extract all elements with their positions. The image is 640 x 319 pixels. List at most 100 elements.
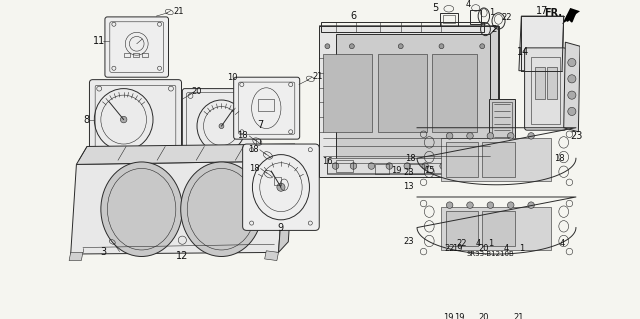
Bar (258, 99, 275, 111)
Text: 4: 4 (476, 239, 481, 248)
Bar (275, 177, 281, 185)
Text: 9: 9 (277, 223, 283, 233)
Text: 20: 20 (192, 86, 202, 96)
Ellipse shape (368, 163, 374, 169)
Text: 6: 6 (351, 11, 356, 21)
Text: 5: 5 (432, 3, 438, 13)
Bar (328, 158, 474, 174)
Polygon shape (278, 144, 295, 252)
Ellipse shape (528, 133, 534, 139)
Polygon shape (562, 8, 580, 24)
Text: 18: 18 (248, 145, 259, 154)
Bar (132, 53, 139, 57)
Bar (409, 164, 424, 174)
Polygon shape (378, 54, 427, 132)
Text: 21: 21 (514, 313, 524, 319)
FancyBboxPatch shape (182, 89, 260, 163)
Polygon shape (76, 144, 295, 164)
Text: 15: 15 (424, 167, 435, 175)
Text: SR33-B1210B: SR33-B1210B (467, 251, 515, 257)
Text: 8: 8 (83, 115, 89, 125)
FancyBboxPatch shape (525, 48, 566, 130)
Polygon shape (70, 161, 285, 254)
Bar (443, 15, 454, 23)
Ellipse shape (277, 183, 285, 191)
Ellipse shape (404, 163, 410, 169)
Text: 23: 23 (404, 168, 414, 177)
Ellipse shape (440, 163, 446, 169)
Text: 23: 23 (571, 131, 583, 141)
Text: 16: 16 (322, 158, 333, 167)
FancyBboxPatch shape (243, 144, 319, 230)
Ellipse shape (332, 163, 339, 169)
Text: 21: 21 (312, 72, 323, 81)
Text: 10: 10 (227, 73, 237, 82)
Bar (335, 160, 353, 172)
Ellipse shape (528, 202, 534, 208)
Text: 3: 3 (100, 248, 106, 257)
Text: 23: 23 (404, 237, 414, 246)
Text: 19: 19 (454, 313, 465, 319)
Text: 18: 18 (249, 164, 259, 173)
Ellipse shape (568, 91, 576, 99)
Text: 11: 11 (93, 35, 106, 46)
Bar (374, 164, 389, 174)
FancyBboxPatch shape (234, 77, 300, 139)
Bar (445, 142, 478, 177)
Bar (489, 99, 515, 148)
Text: 20: 20 (479, 244, 489, 253)
Ellipse shape (446, 133, 453, 139)
Polygon shape (69, 252, 83, 261)
Ellipse shape (508, 202, 514, 208)
Ellipse shape (568, 58, 576, 67)
Text: 18: 18 (237, 131, 248, 140)
Text: 19: 19 (452, 244, 463, 253)
Text: 22: 22 (456, 239, 467, 248)
Ellipse shape (325, 44, 330, 49)
Text: 20: 20 (479, 313, 489, 319)
Polygon shape (432, 54, 477, 132)
Bar (141, 53, 148, 57)
Text: 14: 14 (517, 47, 529, 57)
Text: 22: 22 (501, 13, 512, 22)
Ellipse shape (386, 163, 392, 169)
Bar (535, 67, 545, 99)
Bar (482, 211, 515, 246)
FancyBboxPatch shape (90, 80, 182, 164)
Text: 1: 1 (488, 239, 493, 248)
Text: 18: 18 (405, 154, 416, 163)
Text: 2: 2 (491, 25, 496, 33)
Ellipse shape (422, 163, 428, 169)
Ellipse shape (349, 44, 355, 49)
Ellipse shape (480, 44, 484, 49)
Ellipse shape (568, 108, 576, 115)
Text: 19: 19 (443, 313, 453, 319)
Bar (482, 142, 515, 177)
Bar (445, 211, 478, 246)
FancyBboxPatch shape (105, 17, 168, 77)
Ellipse shape (446, 202, 453, 208)
Polygon shape (564, 42, 580, 132)
Ellipse shape (219, 124, 224, 129)
Text: 13: 13 (404, 182, 414, 191)
Ellipse shape (508, 133, 514, 139)
Text: 19: 19 (392, 167, 402, 175)
Ellipse shape (467, 202, 473, 208)
Text: 21: 21 (174, 7, 184, 16)
Text: 18: 18 (554, 154, 565, 163)
Polygon shape (265, 251, 278, 261)
Polygon shape (490, 26, 499, 177)
Ellipse shape (350, 163, 356, 169)
Bar (440, 13, 458, 26)
Text: 22: 22 (444, 244, 455, 253)
Bar (328, 163, 474, 173)
Text: 1: 1 (518, 244, 524, 253)
Ellipse shape (568, 75, 576, 83)
Text: 7: 7 (257, 120, 264, 130)
Ellipse shape (487, 133, 493, 139)
Text: 1: 1 (490, 8, 495, 17)
Polygon shape (335, 34, 490, 173)
Bar (547, 67, 557, 99)
Text: FR.: FR. (544, 8, 562, 18)
Ellipse shape (439, 44, 444, 49)
